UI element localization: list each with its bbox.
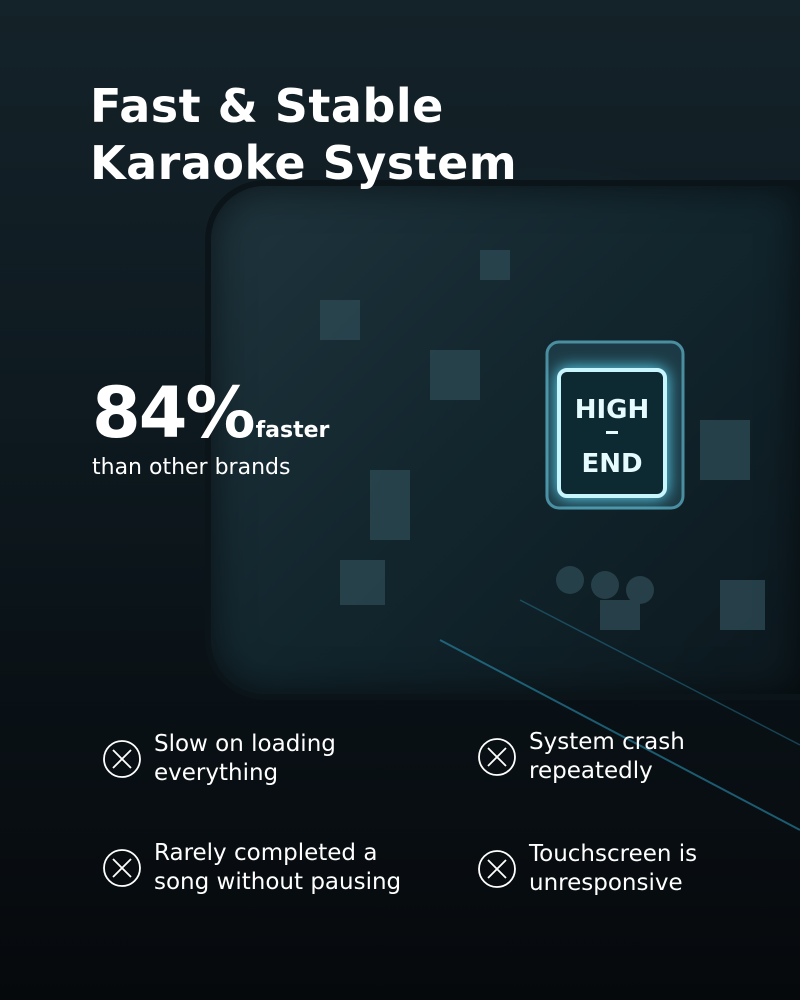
issue-line2: repeatedly <box>529 758 653 784</box>
issue-item: Touchscreen is unresponsive <box>477 840 697 898</box>
issue-line1: System crash <box>529 729 685 755</box>
high-end-chip-icon: HIGH END <box>545 340 685 510</box>
chip-label-top: HIGH <box>575 395 650 425</box>
chip-dash <box>606 431 618 434</box>
issue-item: Slow on loading everything <box>102 730 336 788</box>
headline-line1: Fast & Stable <box>90 79 444 133</box>
circle-x-icon <box>103 740 141 778</box>
stat-caption: than other brands <box>92 455 291 480</box>
circle-x-icon <box>478 738 516 776</box>
issue-line2: everything <box>154 760 279 786</box>
issue-line2: unresponsive <box>529 870 683 896</box>
chip-label-bottom: END <box>581 449 642 479</box>
speed-stat: 84%faster than other brands <box>92 372 329 482</box>
stat-value: 84% <box>92 372 256 454</box>
issue-line2: song without pausing <box>154 869 402 895</box>
stat-row: 84%faster <box>92 372 329 454</box>
issue-line1: Touchscreen is <box>529 841 698 867</box>
stat-suffix: faster <box>255 418 330 443</box>
issue-line1: Slow on loading <box>154 731 336 757</box>
circle-x-icon <box>478 850 516 888</box>
issue-item: System crash repeatedly <box>477 728 685 786</box>
issue-line1: Rarely completed a <box>154 840 378 866</box>
issue-item: Rarely completed a song without pausing <box>102 839 401 897</box>
headline-line2: Karaoke System <box>90 136 518 190</box>
headline: Fast & Stable Karaoke System <box>90 78 517 192</box>
circle-x-icon <box>103 849 141 887</box>
